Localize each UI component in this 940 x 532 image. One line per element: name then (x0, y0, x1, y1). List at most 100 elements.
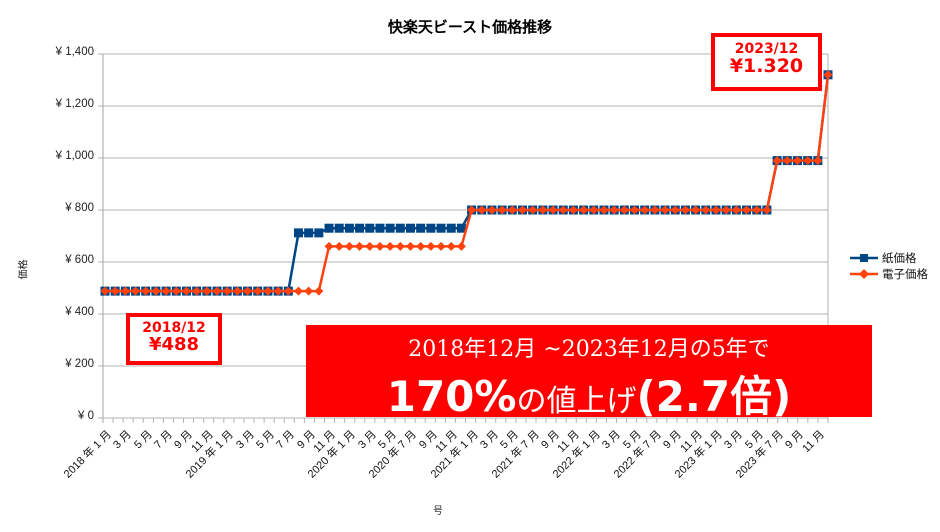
data-point (487, 205, 497, 215)
data-point (792, 156, 802, 166)
data-point (395, 241, 405, 251)
data-point (151, 286, 161, 296)
data-point (141, 286, 151, 296)
data-point (558, 205, 568, 215)
data-point (324, 241, 334, 251)
data-point (579, 205, 589, 215)
legend-label-paper: 紙価格 (882, 253, 917, 265)
data-point (161, 286, 171, 296)
data-point (304, 228, 314, 238)
data-point (823, 70, 833, 80)
data-point (202, 286, 212, 296)
data-point (711, 205, 721, 215)
callout-start-date: 2018/12 (142, 320, 206, 336)
series-line-paper (105, 74, 830, 293)
data-point (304, 286, 314, 296)
data-point (273, 286, 283, 296)
data-point (375, 241, 385, 251)
y-tick-label: ¥ 0 (78, 410, 94, 422)
data-point (405, 241, 415, 251)
data-point (263, 286, 273, 296)
x-axis-title: 号 (433, 506, 443, 517)
data-point (813, 156, 823, 166)
data-point (772, 156, 782, 166)
data-point (324, 223, 334, 233)
data-point (344, 241, 354, 251)
data-point (426, 223, 436, 233)
data-point (467, 205, 477, 215)
data-point (630, 205, 640, 215)
callout-end-value: ¥1.320 (729, 54, 804, 77)
data-point (721, 205, 731, 215)
data-point (497, 205, 507, 215)
data-point (762, 205, 772, 215)
data-point (131, 286, 141, 296)
data-point (660, 205, 670, 215)
data-point (456, 241, 466, 251)
data-point (355, 223, 365, 233)
data-point (405, 223, 415, 233)
legend: 紙価格 電子価格 (850, 250, 928, 282)
data-point (375, 223, 385, 233)
legend-label-digital: 電子価格 (882, 269, 928, 281)
data-point (803, 156, 813, 166)
data-point (528, 205, 538, 215)
callout-start-value: ¥488 (148, 333, 200, 355)
data-point (181, 286, 191, 296)
data-point (395, 223, 405, 233)
data-point (416, 241, 426, 251)
data-point (518, 205, 528, 215)
data-point (568, 205, 578, 215)
data-point (680, 205, 690, 215)
data-point (232, 286, 242, 296)
banner-multiplier: (2.7倍) (636, 372, 792, 421)
square-marker-icon (850, 254, 878, 262)
y-tick-label: ¥ 600 (65, 254, 94, 266)
data-point (609, 205, 619, 215)
data-point (334, 223, 344, 233)
data-point (365, 241, 375, 251)
data-point (293, 286, 303, 296)
data-point (283, 286, 293, 296)
data-point (426, 241, 436, 251)
banner-period-text: 2018年12月 ~2023年12月の5年で (408, 337, 770, 362)
data-point (100, 286, 110, 296)
data-point (365, 223, 375, 233)
series-line-digital (105, 74, 830, 293)
data-point (619, 205, 629, 215)
banner-headline: 170%の値上げ(2.7倍) (306, 363, 872, 424)
data-point (538, 205, 548, 215)
callout-end-price: 2023/12 ¥1.320 (711, 33, 822, 91)
data-point (192, 286, 202, 296)
data-point (731, 205, 741, 215)
data-point (253, 286, 263, 296)
data-point (752, 205, 762, 215)
data-point (691, 205, 701, 215)
data-point (507, 205, 517, 215)
y-tick-label: ¥ 1,200 (55, 98, 94, 110)
data-point (120, 286, 130, 296)
y-tick-label: ¥ 800 (65, 202, 94, 214)
y-tick-label: ¥ 200 (65, 358, 94, 370)
banner-percent: 170% (386, 372, 517, 421)
data-point (640, 205, 650, 215)
data-point (701, 205, 711, 215)
data-point (599, 205, 609, 215)
data-point (446, 223, 456, 233)
data-point (385, 241, 395, 251)
data-point (293, 228, 303, 238)
data-point (589, 205, 599, 215)
callout-start-price: 2018/12 ¥488 (126, 313, 222, 365)
price-increase-banner: 2018年12月 ~2023年12月の5年で 170%の値上げ(2.7倍) (306, 325, 872, 421)
data-point (334, 241, 344, 251)
y-tick-label: ¥ 1,400 (55, 46, 94, 58)
legend-item-digital: 電子価格 (850, 266, 928, 282)
legend-item-paper: 紙価格 (850, 250, 928, 266)
data-point (477, 205, 487, 215)
data-point (344, 223, 354, 233)
data-point (650, 205, 660, 215)
chart-title: 快楽天ビースト価格推移 (387, 18, 553, 36)
data-point (314, 228, 324, 238)
y-axis-title: 価格 (18, 259, 30, 280)
